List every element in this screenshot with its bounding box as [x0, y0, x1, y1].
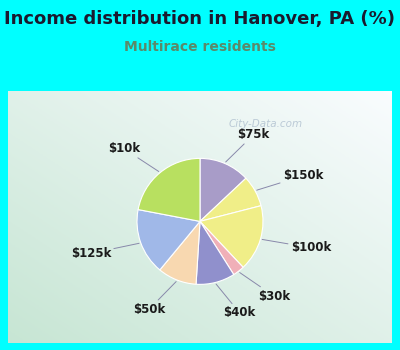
Text: $50k: $50k — [133, 282, 176, 316]
Text: $100k: $100k — [262, 239, 331, 254]
Text: $125k: $125k — [71, 243, 139, 260]
Wedge shape — [200, 206, 263, 267]
Wedge shape — [160, 222, 200, 284]
Text: $75k: $75k — [226, 128, 270, 162]
Text: $150k: $150k — [257, 169, 323, 190]
Wedge shape — [196, 222, 234, 284]
Wedge shape — [138, 158, 200, 222]
Text: Multirace residents: Multirace residents — [124, 40, 276, 54]
Wedge shape — [200, 178, 261, 222]
Wedge shape — [200, 222, 243, 274]
Text: $30k: $30k — [240, 273, 290, 302]
Text: Income distribution in Hanover, PA (%): Income distribution in Hanover, PA (%) — [4, 10, 396, 28]
Text: $40k: $40k — [216, 284, 256, 320]
Wedge shape — [200, 158, 246, 222]
Text: $10k: $10k — [108, 142, 159, 172]
Text: City-Data.com: City-Data.com — [229, 119, 303, 129]
Wedge shape — [137, 210, 200, 270]
